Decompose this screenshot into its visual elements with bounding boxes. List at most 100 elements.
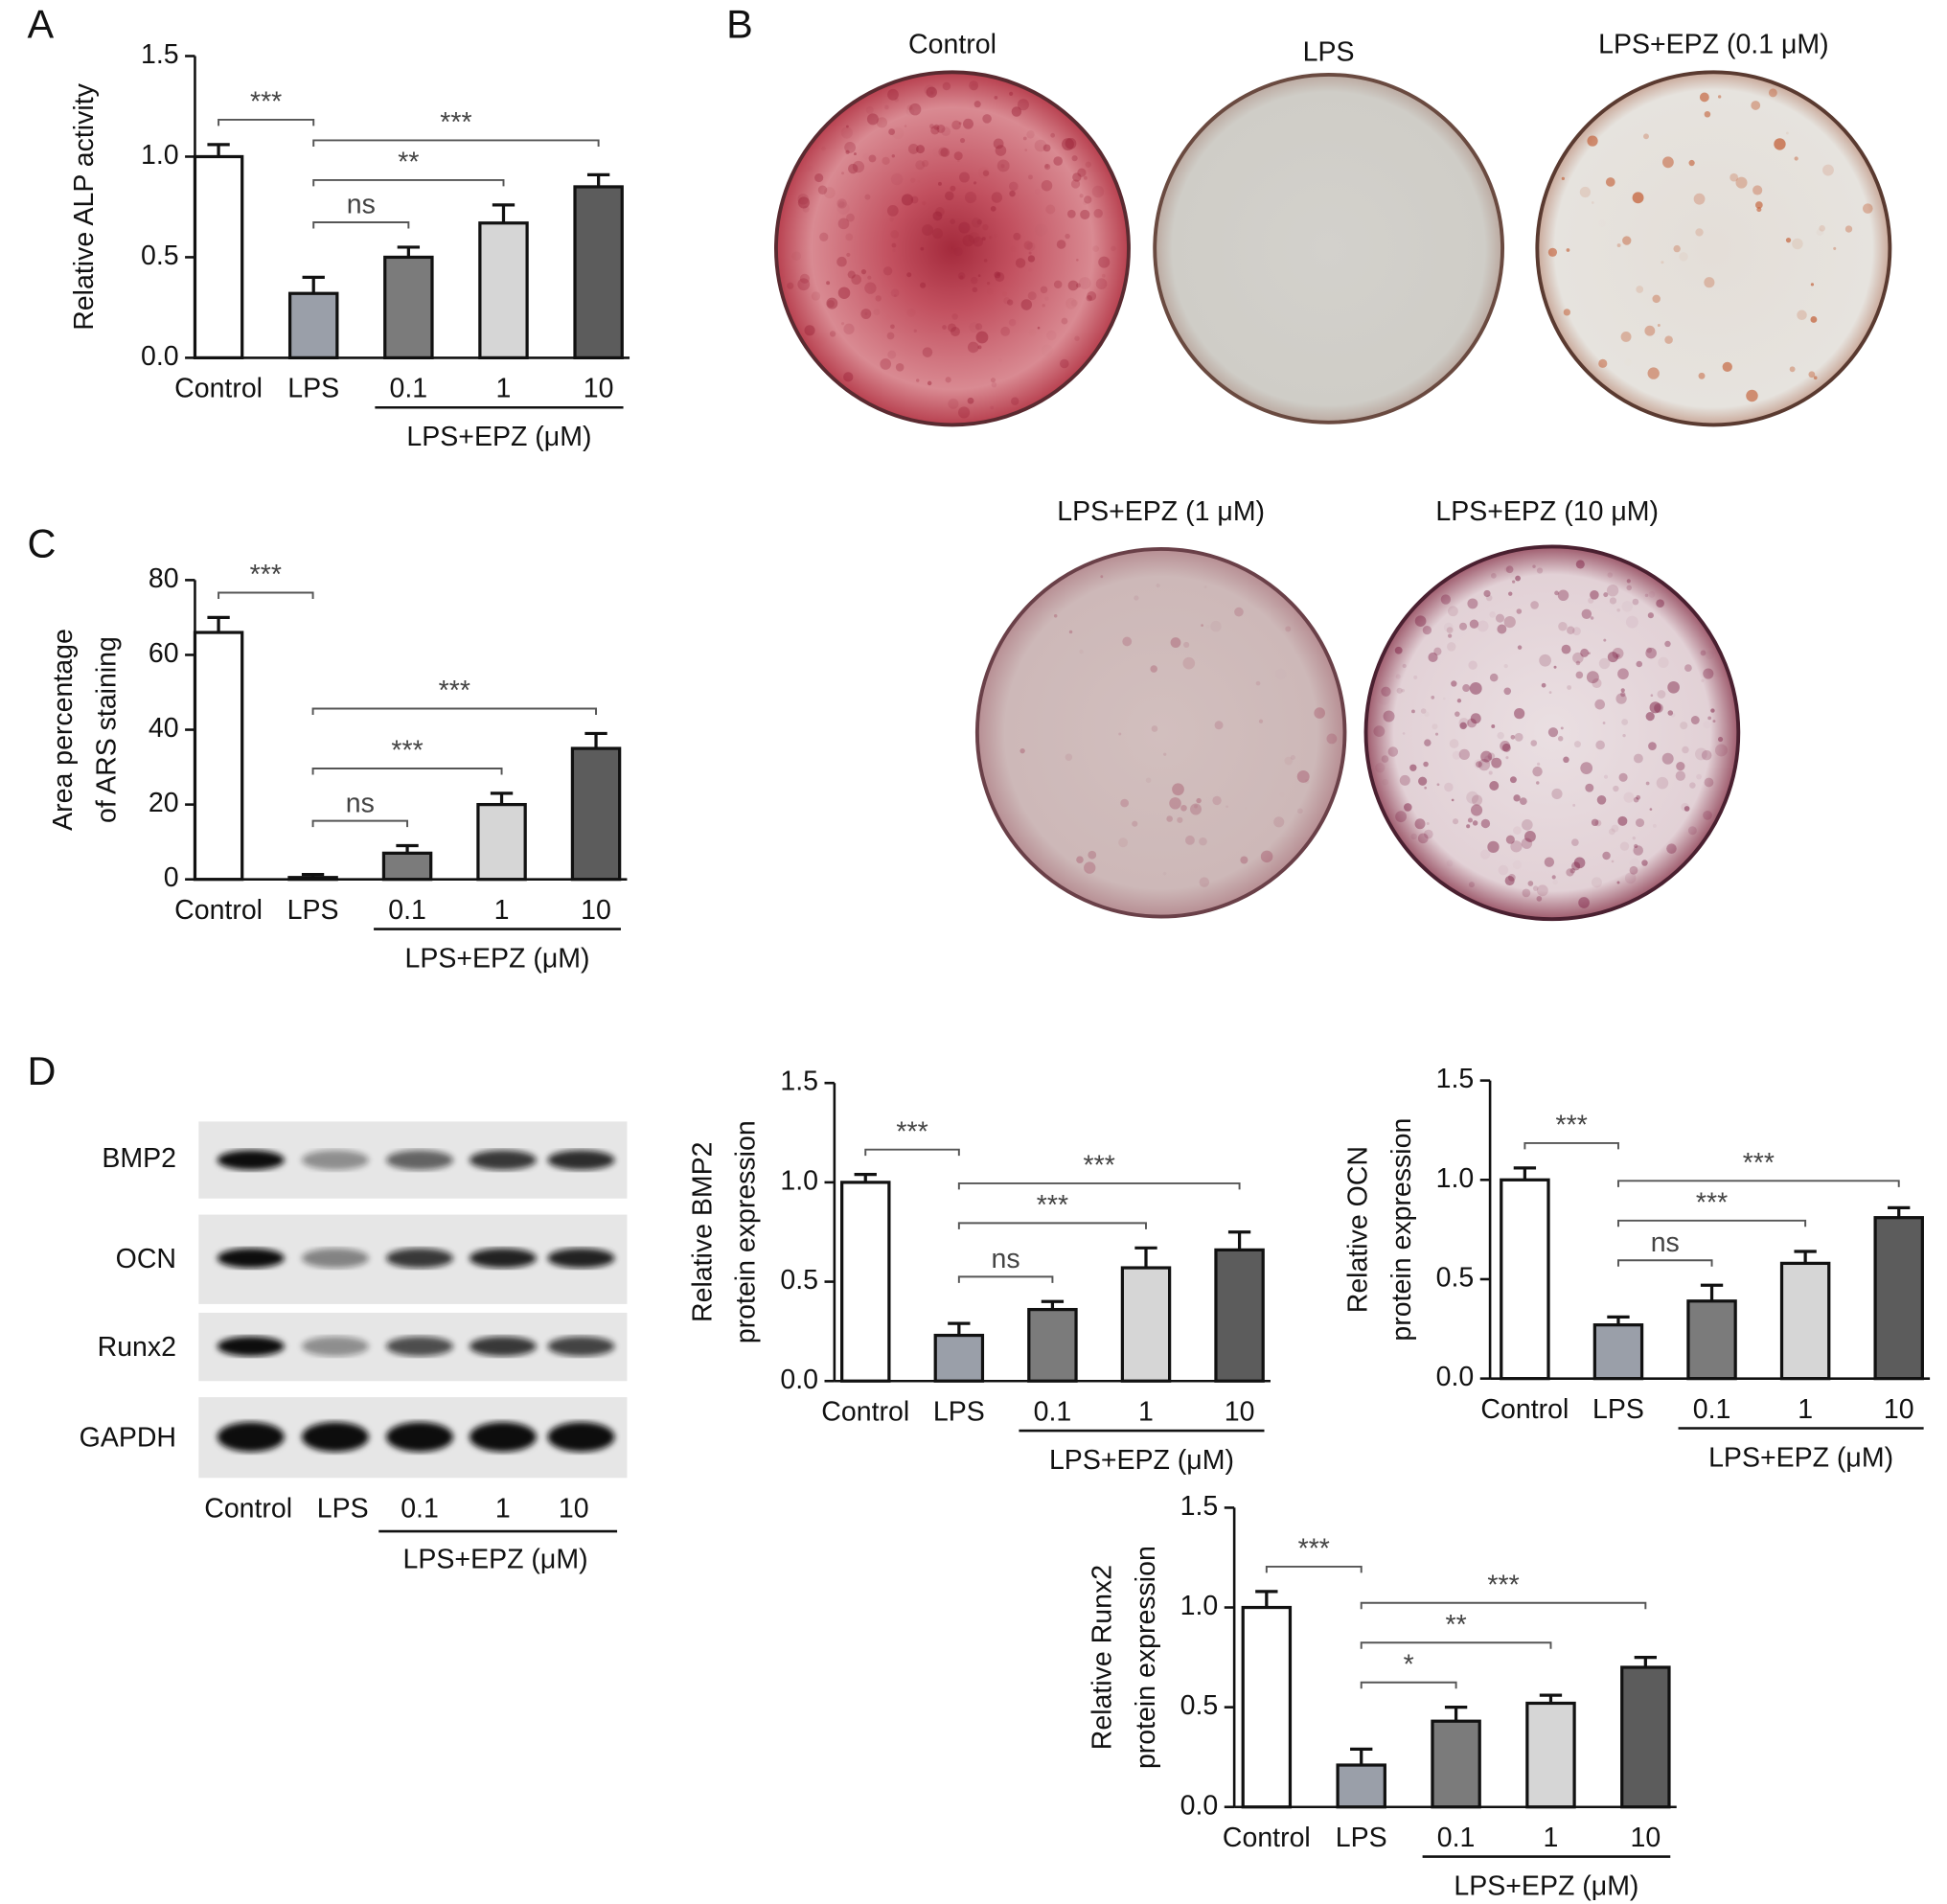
stain-speck [1062, 138, 1074, 150]
stain-speck [802, 205, 810, 213]
blot-band [547, 1336, 615, 1357]
x-tick-label: 0.1 [388, 895, 426, 926]
bar-chart: 0.0 0.5 1.0 1.5 Relative Runx2 protein expres… [1088, 1491, 1677, 1902]
blot-band [547, 1150, 615, 1170]
stain-speck [1516, 608, 1523, 614]
stain-speck [1616, 881, 1620, 884]
group-label: LPS+EPZ (μM) [1049, 1445, 1234, 1476]
stain-speck [906, 308, 916, 317]
stain-speck [866, 113, 879, 126]
stain-speck [1598, 657, 1611, 670]
bar [570, 746, 622, 882]
error-bar [854, 1172, 877, 1182]
stain-speck [1260, 850, 1273, 863]
stain-speck [1641, 860, 1648, 866]
stain-speck [976, 218, 982, 225]
stain-speck [1487, 752, 1496, 761]
stain-speck [1563, 309, 1571, 316]
stain-speck [1204, 585, 1207, 588]
well-photo [1363, 544, 1741, 922]
stain-speck [860, 268, 867, 275]
stain-speck [1563, 756, 1569, 764]
error-bar [1227, 1230, 1251, 1250]
stain-speck [993, 138, 1004, 149]
error-bar [397, 245, 421, 258]
stain-speck [1065, 753, 1073, 762]
stain-speck [958, 221, 971, 234]
stain-speck [1572, 803, 1576, 807]
x-tick-label: Control [1223, 1823, 1311, 1853]
stain-speck [1041, 179, 1053, 192]
stain-speck [1065, 233, 1070, 240]
stain-speck [1163, 752, 1167, 756]
stain-speck [1687, 826, 1697, 836]
stain-speck [1515, 575, 1522, 582]
blot-band [547, 1248, 615, 1269]
stain-speck [1617, 815, 1628, 826]
stain-speck [1414, 615, 1427, 628]
stain-speck [826, 281, 831, 286]
stain-speck [1432, 723, 1438, 730]
stain-speck [1573, 741, 1581, 748]
stain-speck [1797, 310, 1807, 321]
stain-speck [864, 311, 868, 316]
stain-speck [1044, 164, 1049, 169]
stain-speck [1177, 816, 1183, 823]
significance-label: *** [1696, 1187, 1728, 1218]
stain-speck [977, 345, 982, 350]
stain-speck [1813, 376, 1818, 380]
blot-lane-label: 1 [495, 1494, 511, 1525]
well-photo [1535, 70, 1892, 427]
significance-bracket [1523, 1141, 1619, 1150]
stain-speck [1624, 358, 1632, 366]
significance-label: ns [346, 788, 375, 818]
stain-speck [1079, 194, 1084, 198]
stain-speck [837, 218, 850, 230]
stain-speck [1448, 633, 1453, 638]
stain-speck [1027, 174, 1034, 180]
stain-speck [1605, 177, 1615, 187]
stain-speck [1611, 860, 1615, 863]
stain-speck [922, 200, 927, 206]
stain-speck [1423, 761, 1429, 768]
x-tick-label: 10 [581, 895, 611, 926]
y-tick-label: 1.5 [1436, 1064, 1475, 1094]
stain-speck [1661, 752, 1674, 765]
stain-speck [1498, 864, 1509, 876]
stain-speck [1487, 840, 1500, 854]
stain-speck [852, 160, 865, 173]
stain-speck [922, 347, 933, 357]
stain-speck [875, 295, 882, 302]
bar [1431, 1719, 1481, 1809]
stain-speck [1183, 641, 1190, 648]
stain-speck [1076, 856, 1084, 864]
stain-speck [1819, 225, 1825, 232]
stain-speck [836, 198, 847, 209]
x-tick-label: Control [174, 374, 263, 404]
bar [193, 631, 244, 882]
stain-speck [889, 217, 894, 222]
blot-band [469, 1248, 537, 1269]
stain-speck [817, 185, 828, 195]
bar [933, 1333, 985, 1383]
significance-bracket [1360, 1601, 1647, 1610]
stain-speck [871, 296, 874, 299]
stain-speck [1066, 209, 1076, 218]
stain-speck [1519, 797, 1527, 806]
stain-speck [1626, 585, 1633, 591]
y-axis-label: of ARS staining [91, 636, 122, 823]
stain-speck [1023, 241, 1033, 250]
stain-speck [1768, 88, 1777, 98]
stain-speck [957, 406, 971, 419]
stain-speck [999, 359, 1003, 363]
stain-speck [1522, 888, 1531, 898]
stain-speck [1581, 608, 1592, 620]
stain-speck [1134, 595, 1139, 601]
y-axis-label: Relative OCN [1343, 1146, 1374, 1313]
stain-speck [1567, 685, 1572, 690]
stain-speck [1466, 791, 1479, 804]
stain-speck [994, 234, 997, 238]
bar [476, 802, 527, 882]
stain-speck [906, 272, 912, 278]
significance-label: *** [896, 1116, 928, 1147]
